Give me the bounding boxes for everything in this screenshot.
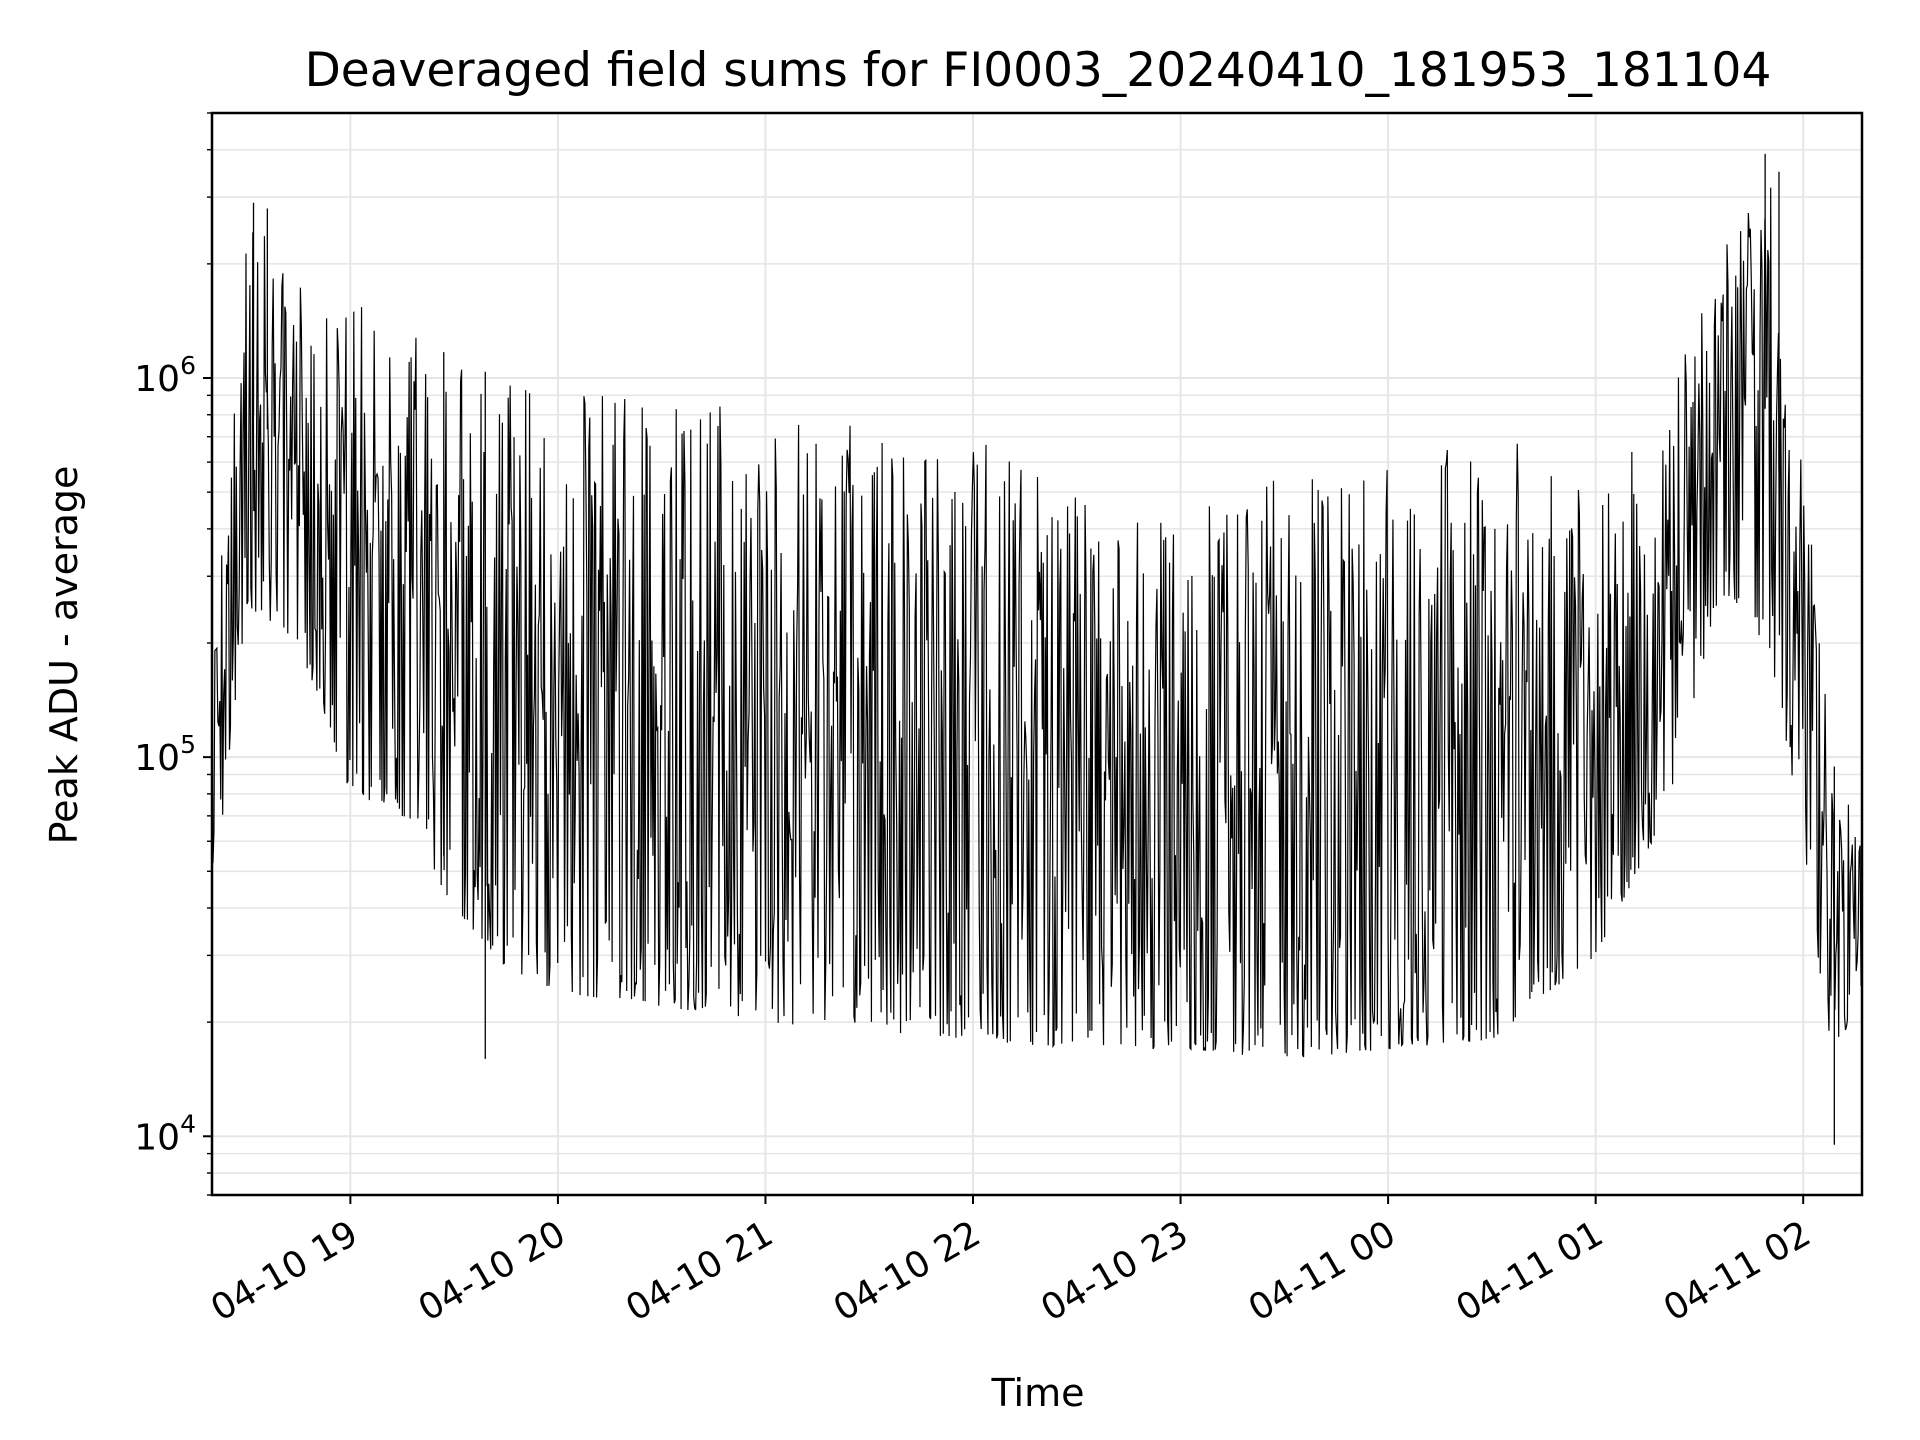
y-tick-label: 106 (134, 351, 196, 400)
chart-title: Deaveraged field sums for FI0003_2024041… (305, 43, 1772, 98)
plot-frame (210, 111, 1864, 1197)
x-axis-label: Time (991, 1371, 1085, 1415)
y-tick-exponent: 5 (180, 730, 196, 759)
y-tick-base: 10 (134, 738, 180, 779)
y-tick-label: 105 (134, 730, 196, 779)
y-tick-base: 10 (134, 359, 180, 400)
y-axis-label: Peak ADU - average (42, 466, 86, 845)
y-tick-base: 10 (134, 1117, 180, 1158)
y-tick-exponent: 6 (180, 351, 196, 380)
data-series-line (211, 187, 1863, 1058)
data-layer (211, 153, 1863, 1145)
y-tick-exponent: 4 (180, 1109, 196, 1138)
y-tick-label: 104 (134, 1109, 196, 1158)
